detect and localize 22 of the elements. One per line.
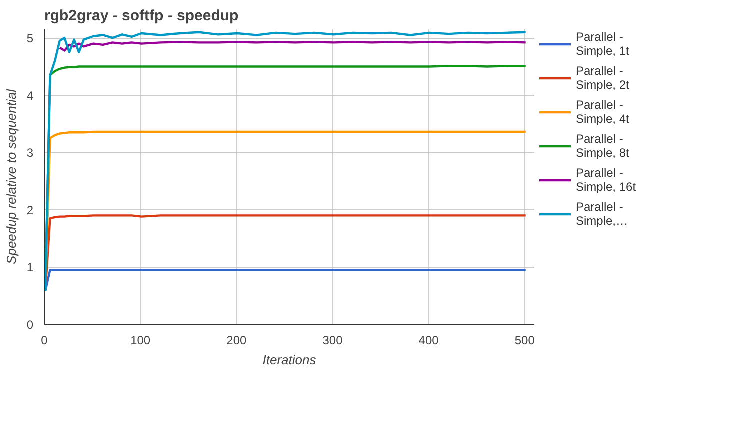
- line-series: [58, 41, 527, 52]
- y-tick-label: 3: [26, 146, 34, 160]
- y-tick-label: 4: [26, 88, 34, 103]
- y-tick-label: 2: [26, 203, 34, 218]
- legend-label: Parallel - Simple, 1t: [576, 29, 630, 59]
- x-tick-label: 300: [322, 334, 344, 348]
- y-axis-title: Speedup relative to sequential: [4, 88, 19, 264]
- x-tick-label: 400: [418, 334, 440, 348]
- legend-label: Parallel - Simple, 2t: [576, 63, 630, 93]
- legend-label: Parallel - Simple, 4t: [576, 97, 630, 127]
- x-tick-label: 500: [514, 334, 536, 348]
- legend-label: Parallel - Simple, 8t: [576, 131, 630, 161]
- x-tick-label: 0: [41, 334, 48, 348]
- legend-label: Parallel - Simple,…: [576, 199, 628, 229]
- y-tick-label: 5: [26, 32, 34, 46]
- x-axis-title: Iterations: [262, 352, 317, 368]
- y-tick-label: 1: [26, 260, 34, 275]
- chart-title: rgb2gray - softfp - speedup: [44, 8, 239, 24]
- x-tick-label: 100: [130, 334, 151, 348]
- y-tick-label: 0: [26, 318, 34, 332]
- legend-label: Parallel - Simple, 16t: [576, 165, 636, 195]
- x-tick-label: 200: [226, 334, 247, 348]
